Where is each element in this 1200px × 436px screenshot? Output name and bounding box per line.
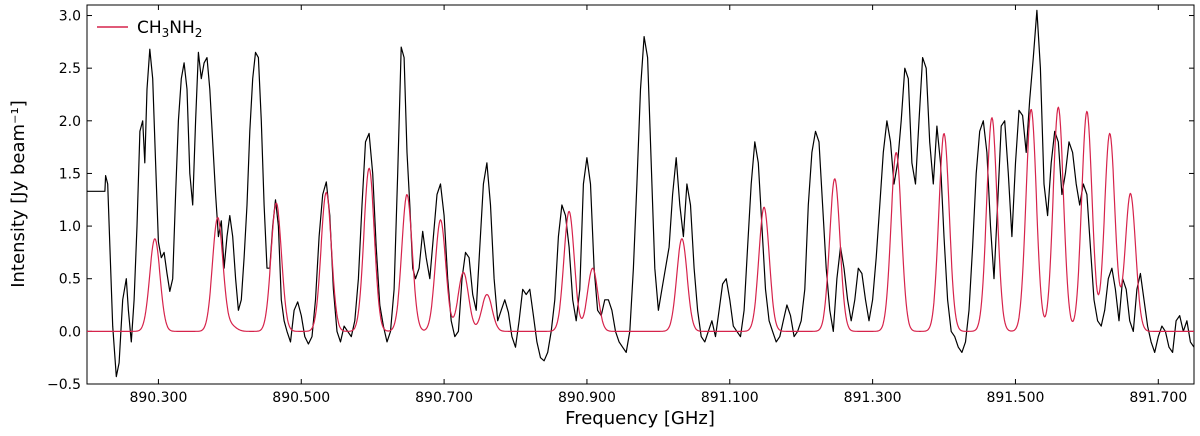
legend: CH3NH2: [97, 18, 202, 40]
ch3nh2-model-line: [87, 106, 1194, 332]
x-axis-label: Frequency [GHz]: [565, 408, 715, 429]
y-tick-label: 2.5: [59, 61, 81, 77]
x-axis: 890.300 890.500 890.700 890.900 891.100 891.3…: [129, 5, 1187, 406]
legend-label-ch3nh2: CH3NH2: [137, 18, 202, 40]
x-tick-label: 890.500: [272, 390, 330, 406]
y-tick-label: 3.0: [59, 9, 81, 25]
x-tick-label: 890.700: [415, 390, 473, 406]
y-axis: −0.5 0.0 0.5 1.0 1.5 2.0 2.5 3.0: [47, 9, 1194, 393]
observed-spectrum-line: [87, 9, 1195, 378]
y-tick-label: 2.0: [59, 114, 81, 130]
y-tick-label: −0.5: [47, 377, 81, 393]
y-tick-label: 1.0: [59, 219, 81, 235]
x-tick-label: 891.500: [986, 390, 1044, 406]
y-tick-label: 0.0: [59, 324, 81, 340]
y-tick-label: 1.5: [59, 166, 81, 182]
x-tick-label: 890.300: [129, 390, 187, 406]
x-tick-label: 891.700: [1129, 390, 1187, 406]
y-tick-label: 0.5: [59, 272, 81, 288]
plot-frame: [86, 4, 1195, 385]
y-axis-label: Intensity [Jy beam⁻¹]: [8, 100, 29, 288]
x-tick-label: 890.900: [558, 390, 616, 406]
x-tick-label: 891.100: [701, 390, 759, 406]
x-tick-label: 891.300: [844, 390, 902, 406]
